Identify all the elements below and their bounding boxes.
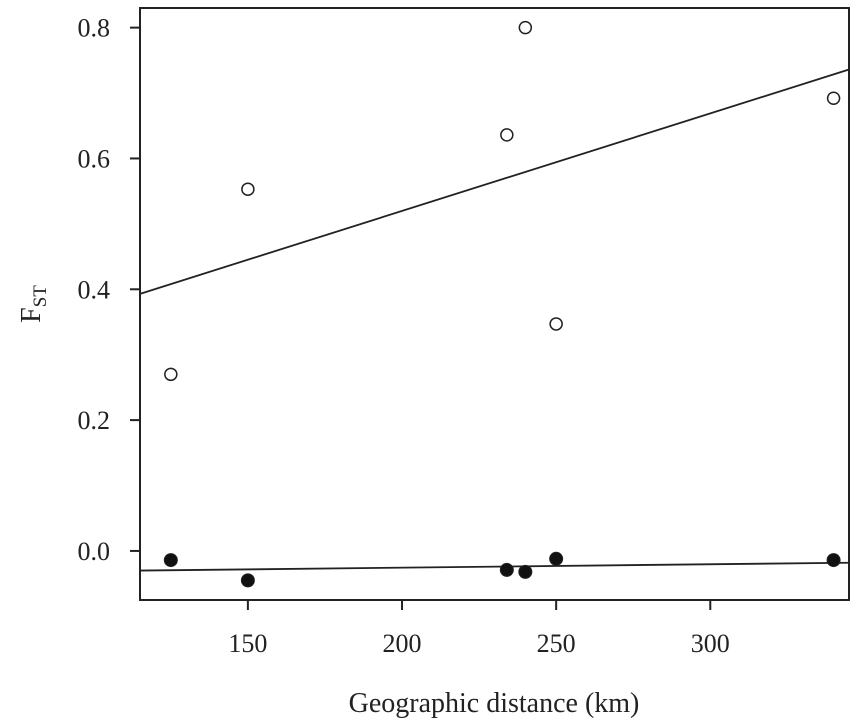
data-points: [163, 20, 841, 588]
x-tick-label: 300: [691, 629, 730, 658]
x-tick-label: 150: [228, 629, 267, 658]
y-axis-title-sub: ST: [30, 285, 51, 308]
y-tick-label: 0.0: [78, 537, 111, 566]
filled-circle-point: [826, 553, 841, 568]
filled-circle-point: [240, 573, 255, 588]
x-tick-label: 250: [537, 629, 576, 658]
y-tick-label: 0.4: [78, 275, 111, 304]
x-axis-title: Geographic distance (km): [349, 688, 640, 719]
x-tick-label: 200: [383, 629, 422, 658]
plot-frame: [139, 7, 850, 601]
y-tick-label: 0.8: [78, 14, 111, 43]
filled-circle-point: [518, 564, 533, 579]
filled-circle-point: [549, 551, 564, 566]
trend-lines: [139, 68, 850, 572]
y-axis-title-main: F: [16, 307, 47, 323]
open-circle-point: [164, 367, 178, 382]
trend-line-series-1: [139, 68, 850, 295]
trend-line-series-2: [139, 561, 850, 572]
y-axis: 0.0 0.2 0.4 0.6 0.8: [78, 14, 140, 566]
y-tick-label: 0.6: [78, 144, 111, 173]
open-circle-point: [826, 91, 841, 106]
y-axis-title: FST: [16, 285, 51, 323]
open-circle-point: [518, 20, 533, 35]
open-circle-point: [549, 317, 563, 331]
x-axis: 150 200 250 300: [228, 600, 730, 658]
open-circle-point: [241, 182, 255, 196]
filled-circle-point: [499, 562, 514, 577]
filled-circle-point: [163, 553, 178, 568]
open-circle-point: [500, 128, 514, 142]
y-tick-label: 0.2: [78, 406, 111, 435]
